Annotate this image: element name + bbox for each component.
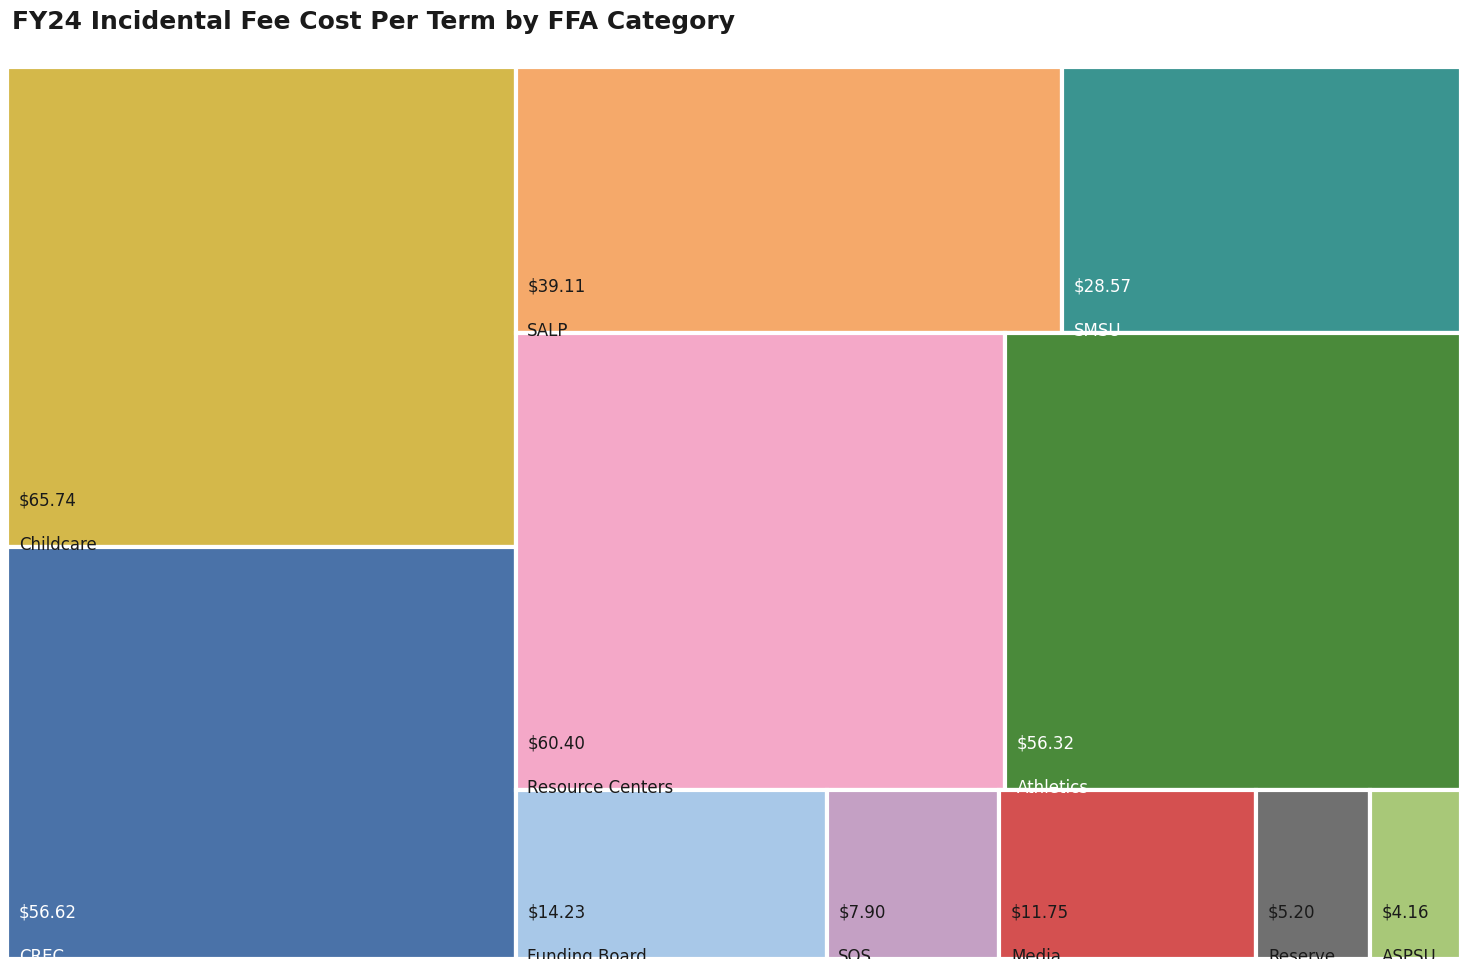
Bar	[515, 67, 1061, 333]
Text: $60.40: $60.40	[527, 735, 586, 753]
Text: $56.32: $56.32	[1016, 735, 1075, 753]
Text: CREC: CREC	[19, 949, 64, 964]
Text: Funding Board: Funding Board	[527, 949, 647, 964]
Text: $39.11: $39.11	[527, 278, 586, 295]
Text: $65.74: $65.74	[19, 492, 76, 509]
Bar	[1000, 790, 1256, 959]
Text: $7.90: $7.90	[839, 904, 886, 922]
Text: Athletics: Athletics	[1016, 779, 1088, 797]
Bar	[515, 790, 827, 959]
Text: $4.16: $4.16	[1382, 904, 1429, 922]
Bar	[1061, 67, 1461, 333]
Text: Media: Media	[1012, 949, 1061, 964]
Bar	[827, 790, 1000, 959]
Text: ASPSU: ASPSU	[1382, 949, 1436, 964]
Text: $5.20: $5.20	[1268, 904, 1316, 922]
Text: Childcare: Childcare	[19, 536, 97, 554]
Text: $14.23: $14.23	[527, 904, 586, 922]
Bar	[1370, 790, 1461, 959]
Bar	[515, 333, 1004, 790]
Text: Resource Centers: Resource Centers	[527, 779, 673, 797]
Bar	[1256, 790, 1370, 959]
Text: $11.75: $11.75	[1012, 904, 1069, 922]
Text: SALP: SALP	[527, 322, 568, 340]
Text: $28.57: $28.57	[1073, 278, 1132, 295]
Text: SMSU: SMSU	[1073, 322, 1121, 340]
Bar	[7, 547, 515, 959]
Text: $56.62: $56.62	[19, 904, 78, 922]
Bar	[1004, 333, 1461, 790]
Text: SOS: SOS	[839, 949, 873, 964]
Text: FY24 Incidental Fee Cost Per Term by FFA Category: FY24 Incidental Fee Cost Per Term by FFA…	[12, 10, 735, 34]
Text: Reserve: Reserve	[1268, 949, 1335, 964]
Bar	[7, 67, 515, 547]
